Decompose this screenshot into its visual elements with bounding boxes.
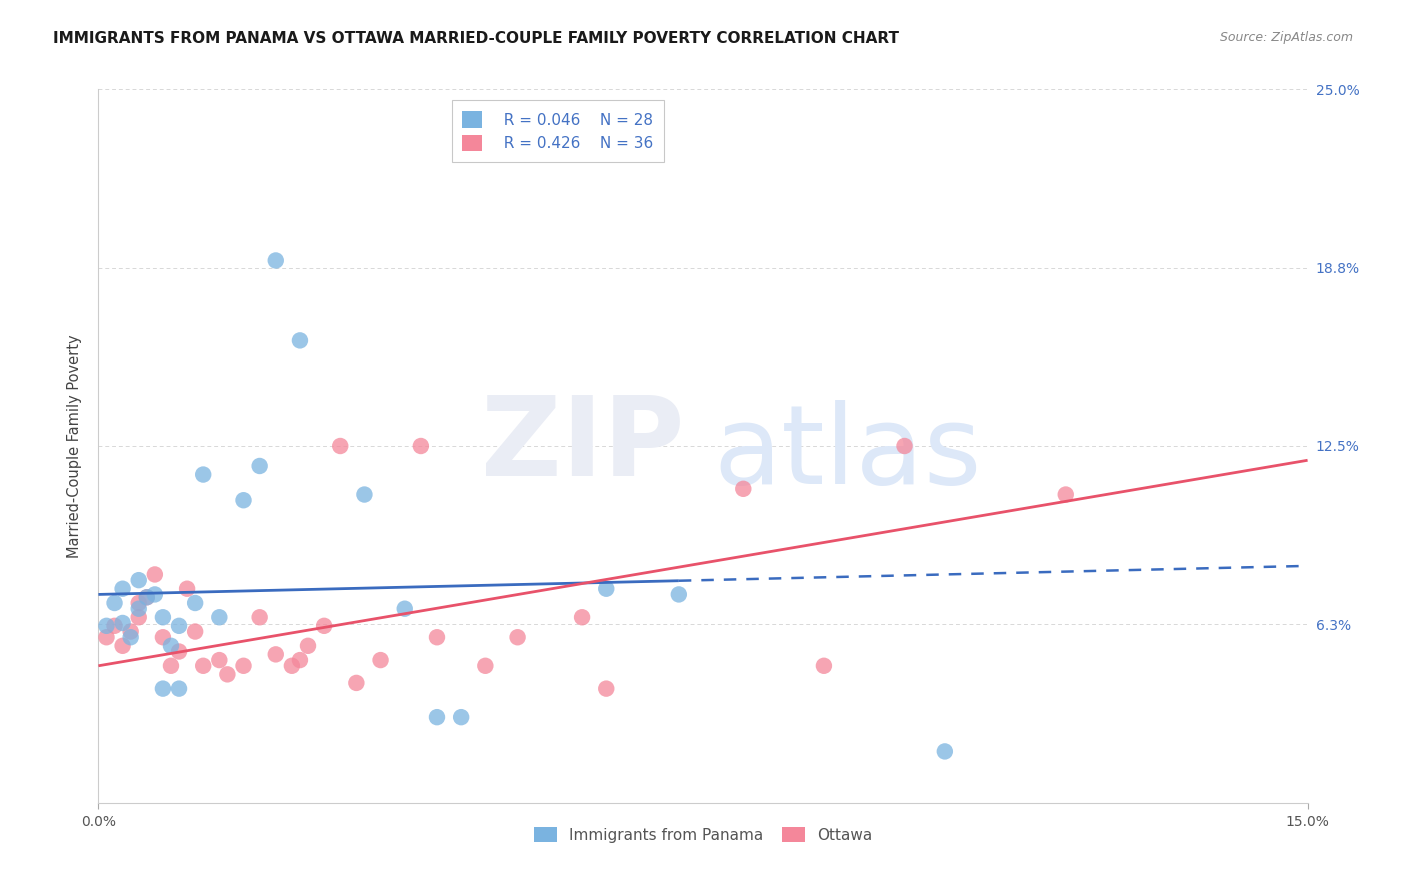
Point <box>193 658 215 673</box>
Point <box>160 639 183 653</box>
Point <box>506 630 529 644</box>
Point <box>249 610 271 624</box>
Point <box>297 639 319 653</box>
Point <box>96 619 118 633</box>
Point <box>208 610 231 624</box>
Point <box>893 439 915 453</box>
Point <box>167 681 190 696</box>
Point <box>128 610 150 624</box>
Point <box>184 596 207 610</box>
Point <box>143 567 166 582</box>
Point <box>167 644 190 658</box>
Y-axis label: Married-Couple Family Poverty: Married-Couple Family Poverty <box>67 334 83 558</box>
Point <box>264 253 287 268</box>
Point <box>135 591 157 605</box>
Point <box>450 710 472 724</box>
Point <box>96 630 118 644</box>
Point <box>394 601 416 615</box>
Point <box>281 658 304 673</box>
Point <box>813 658 835 673</box>
Point <box>217 667 239 681</box>
Point <box>232 658 254 673</box>
Point <box>353 487 375 501</box>
Point <box>595 582 617 596</box>
Point <box>120 630 142 644</box>
Point <box>160 658 183 673</box>
Point <box>329 439 352 453</box>
Point <box>232 493 254 508</box>
Point <box>111 582 134 596</box>
Point <box>668 587 690 601</box>
Point <box>176 582 198 596</box>
Point <box>934 744 956 758</box>
Point <box>103 596 125 610</box>
Legend: Immigrants from Panama, Ottawa: Immigrants from Panama, Ottawa <box>527 821 879 848</box>
Point <box>152 681 174 696</box>
Point <box>193 467 215 482</box>
Text: IMMIGRANTS FROM PANAMA VS OTTAWA MARRIED-COUPLE FAMILY POVERTY CORRELATION CHART: IMMIGRANTS FROM PANAMA VS OTTAWA MARRIED… <box>53 31 900 46</box>
Point <box>120 624 142 639</box>
Point <box>288 334 311 348</box>
Point <box>344 676 367 690</box>
Point <box>426 630 449 644</box>
Point <box>128 596 150 610</box>
Point <box>733 482 755 496</box>
Point <box>128 601 150 615</box>
Point <box>571 610 593 624</box>
Point <box>152 630 174 644</box>
Point <box>111 615 134 630</box>
Point <box>167 619 190 633</box>
Point <box>314 619 336 633</box>
Point <box>249 458 271 473</box>
Point <box>1054 487 1077 501</box>
Point <box>370 653 392 667</box>
Text: atlas: atlas <box>714 400 983 507</box>
Point <box>103 619 125 633</box>
Point <box>208 653 231 667</box>
Point <box>264 648 287 662</box>
Point <box>184 624 207 639</box>
Point <box>152 610 174 624</box>
Point <box>426 710 449 724</box>
Point <box>111 639 134 653</box>
Text: Source: ZipAtlas.com: Source: ZipAtlas.com <box>1219 31 1353 45</box>
Text: ZIP: ZIP <box>481 392 685 500</box>
Point <box>595 681 617 696</box>
Point <box>135 591 157 605</box>
Point <box>128 573 150 587</box>
Point <box>474 658 496 673</box>
Point <box>143 587 166 601</box>
Point <box>409 439 432 453</box>
Point <box>288 653 311 667</box>
